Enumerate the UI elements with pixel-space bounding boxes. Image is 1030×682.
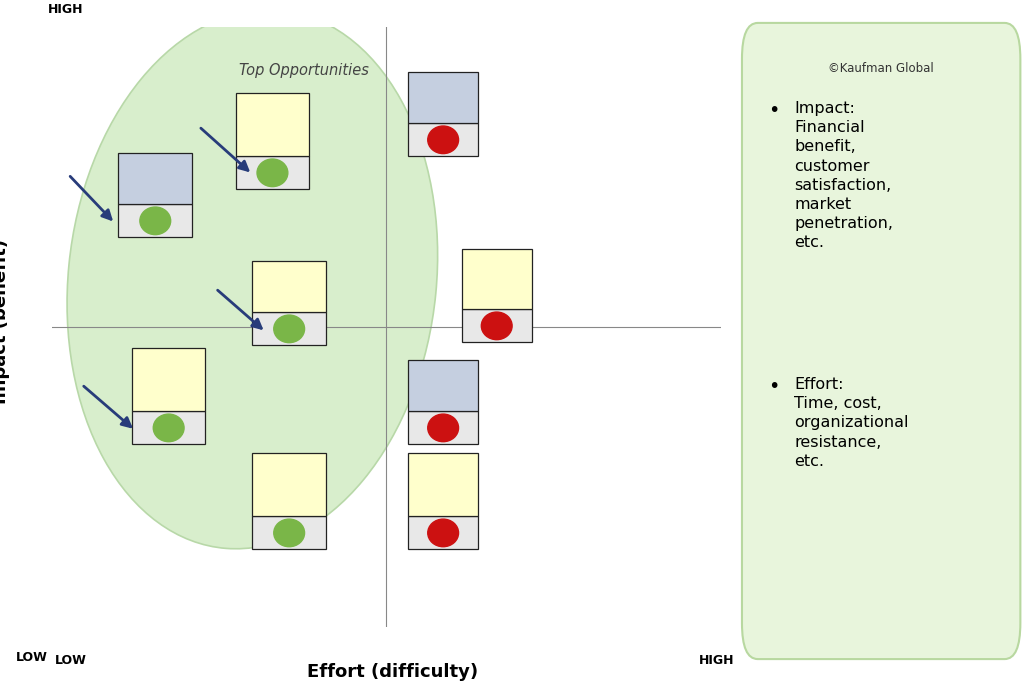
Bar <box>252 454 327 516</box>
Bar <box>252 516 327 550</box>
Text: •: • <box>767 101 779 120</box>
Bar <box>408 72 478 123</box>
Circle shape <box>427 414 458 442</box>
Circle shape <box>274 315 305 342</box>
FancyBboxPatch shape <box>742 23 1021 659</box>
Bar <box>408 516 478 550</box>
Ellipse shape <box>67 10 438 549</box>
Circle shape <box>427 126 458 153</box>
Text: HIGH: HIGH <box>699 654 734 667</box>
Bar <box>118 153 193 205</box>
Text: Impact (benefit): Impact (benefit) <box>0 239 10 404</box>
Bar <box>236 93 309 156</box>
Circle shape <box>274 519 305 547</box>
Text: Effort:
Time, cost,
organizational
resistance,
etc.: Effort: Time, cost, organizational resis… <box>794 377 909 469</box>
Text: LOW: LOW <box>15 651 47 664</box>
Text: Effort (difficulty): Effort (difficulty) <box>307 664 479 681</box>
Bar <box>408 411 478 445</box>
Text: •: • <box>767 377 779 396</box>
Bar <box>408 360 478 411</box>
Circle shape <box>481 312 512 340</box>
Text: LOW: LOW <box>55 654 87 667</box>
Text: HIGH: HIGH <box>48 3 83 16</box>
Bar <box>461 250 531 310</box>
Bar <box>132 349 206 411</box>
Circle shape <box>140 207 171 235</box>
Text: Impact:
Financial
benefit,
customer
satisfaction,
market
penetration,
etc.: Impact: Financial benefit, customer sati… <box>794 101 893 250</box>
Bar <box>118 205 193 237</box>
Circle shape <box>427 519 458 547</box>
Bar <box>408 123 478 156</box>
Text: ©Kaufman Global: ©Kaufman Global <box>828 62 934 75</box>
Bar <box>408 454 478 516</box>
Bar <box>236 156 309 190</box>
Circle shape <box>258 159 287 187</box>
Bar <box>252 261 327 312</box>
Bar <box>461 310 531 342</box>
Bar <box>252 312 327 345</box>
Circle shape <box>153 414 184 442</box>
Text: Top Opportunities: Top Opportunities <box>239 63 369 78</box>
Bar <box>132 411 206 445</box>
